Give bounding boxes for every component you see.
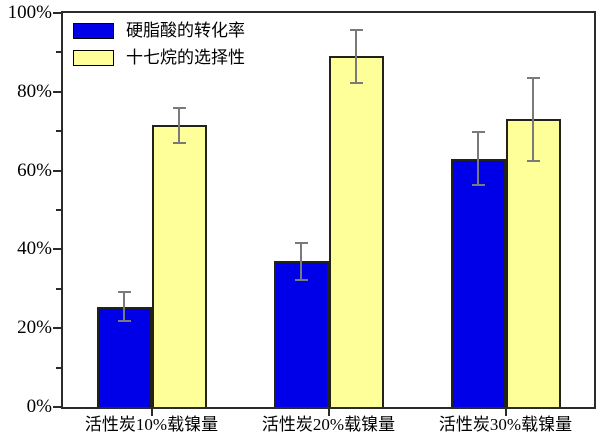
y-minor-tick xyxy=(56,130,61,133)
legend-entry-selectivity: 十七烷的选择性 xyxy=(73,49,245,67)
bar-series1-group1 xyxy=(151,125,207,407)
legend-entry-conversion: 硬脂酸的转化率 xyxy=(73,22,245,40)
error-bar-series0-group2 xyxy=(294,241,308,281)
error-bar-series0-group1 xyxy=(117,290,131,323)
error-bar-cap xyxy=(349,81,363,84)
error-bar-cap xyxy=(172,106,186,109)
y-minor-tick xyxy=(56,51,61,54)
error-bar-series0-group3 xyxy=(471,131,485,187)
x-major-tick xyxy=(327,409,330,416)
plot-area: 硬脂酸的转化率 十七烷的选择性 xyxy=(61,11,596,409)
error-bar-series1-group3 xyxy=(526,76,540,162)
error-bar-cap xyxy=(471,131,485,134)
error-bar-cap xyxy=(117,290,131,293)
bar-series0-group2 xyxy=(273,261,329,407)
y-tick-label: 20% xyxy=(17,317,52,339)
y-major-tick xyxy=(53,90,61,93)
error-bar-cap xyxy=(117,320,131,323)
x-category-label: 活性炭30%载镍量 xyxy=(438,415,573,434)
y-major-tick xyxy=(53,169,61,172)
y-major-tick xyxy=(53,327,61,330)
error-bar-cap xyxy=(349,28,363,31)
error-bar-line xyxy=(300,241,302,281)
x-category-label: 活性炭20%载镍量 xyxy=(261,415,396,434)
error-bar-line xyxy=(178,106,180,144)
error-bar-cap xyxy=(471,184,485,187)
x-category-label: 活性炭10%载镍量 xyxy=(84,415,219,434)
bar-series1-group3 xyxy=(505,119,561,407)
x-major-tick xyxy=(150,409,153,416)
y-tick-label: 0% xyxy=(26,396,52,417)
y-major-tick xyxy=(53,248,61,251)
legend-swatch-blue xyxy=(73,23,114,39)
y-major-tick xyxy=(53,12,61,14)
error-bar-line xyxy=(123,290,125,323)
y-major-tick xyxy=(53,406,61,408)
x-axis-labels: 活性炭10%载镍量 活性炭20%载镍量 活性炭30%载镍量 xyxy=(63,414,594,440)
error-bar-cap xyxy=(526,76,540,79)
y-tick-label: 80% xyxy=(17,80,52,102)
error-bar-series1-group2 xyxy=(349,28,363,84)
y-tick-label: 40% xyxy=(17,238,52,260)
error-bar-line xyxy=(477,131,479,187)
error-bar-cap xyxy=(294,278,308,281)
legend: 硬脂酸的转化率 十七烷的选择性 xyxy=(73,22,245,76)
x-major-tick xyxy=(504,409,507,416)
legend-label: 十七烷的选择性 xyxy=(126,48,245,67)
y-tick-label: 60% xyxy=(17,159,52,181)
error-bar-line xyxy=(355,28,357,84)
error-bar-line xyxy=(532,76,534,162)
y-minor-tick xyxy=(56,366,61,369)
y-tick-label: 100% xyxy=(7,2,52,23)
y-minor-tick xyxy=(56,287,61,290)
error-bar-cap xyxy=(172,141,186,144)
bar-series1-group2 xyxy=(328,56,384,407)
y-minor-tick xyxy=(56,209,61,211)
legend-swatch-yellow xyxy=(73,50,114,66)
legend-label: 硬脂酸的转化率 xyxy=(126,21,245,40)
error-bar-cap xyxy=(526,159,540,162)
error-bar-series1-group1 xyxy=(172,106,186,144)
error-bar-cap xyxy=(294,241,308,244)
bar-series0-group3 xyxy=(450,158,506,407)
